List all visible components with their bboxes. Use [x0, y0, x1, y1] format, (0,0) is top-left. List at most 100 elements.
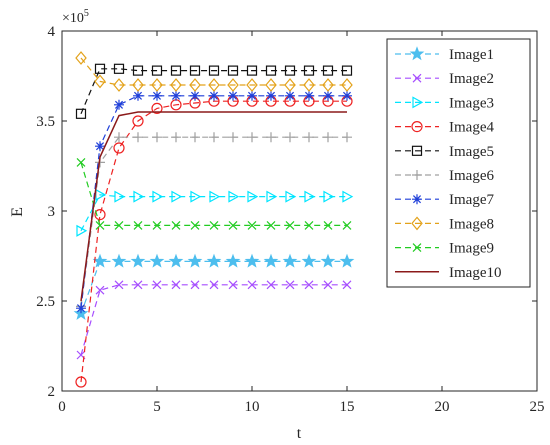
legend-entry: Image1 [395, 46, 494, 63]
data-point [76, 224, 88, 237]
data-point [76, 157, 86, 167]
data-point [208, 78, 220, 92]
data-point [228, 280, 238, 290]
legend: Image1 Image2 Image3 Image4 Image5 Image6 Imag… [386, 38, 531, 288]
legend-marker [409, 46, 425, 61]
legend-entry: Image9 [395, 241, 494, 257]
y-tick-label: 2 [48, 384, 56, 400]
data-point [247, 220, 257, 230]
data-point [247, 190, 259, 203]
data-point [75, 108, 87, 119]
data-point [266, 280, 276, 290]
data-point [133, 220, 143, 230]
legend-marker [411, 216, 423, 231]
data-point [113, 63, 125, 74]
series-image4 [75, 95, 353, 388]
data-point [133, 280, 143, 290]
legend-entry: Image10 [395, 265, 501, 281]
legend-entry: Image6 [395, 168, 494, 184]
data-point [228, 90, 238, 101]
data-point [247, 280, 257, 290]
data-point [339, 253, 355, 268]
legend-label: Image2 [449, 71, 494, 87]
data-point [75, 376, 87, 388]
data-point [209, 280, 219, 290]
y-axis-exponent-power: 5 [84, 8, 89, 19]
data-point [190, 280, 200, 290]
data-point [209, 220, 219, 230]
data-point [323, 132, 333, 143]
legend-marker [412, 96, 424, 109]
data-point [171, 90, 181, 101]
data-point [342, 280, 352, 290]
data-point [190, 190, 202, 203]
data-point [228, 132, 238, 143]
data-point [132, 65, 144, 76]
data-point [130, 253, 146, 268]
series-image7 [76, 90, 352, 314]
data-point [342, 190, 354, 203]
x-tick-label: 5 [153, 399, 161, 415]
data-point [285, 220, 295, 230]
data-point [151, 78, 163, 92]
data-point [114, 99, 124, 110]
data-point [168, 253, 184, 268]
y-tick-label: 4 [48, 24, 56, 40]
data-point [152, 220, 162, 230]
data-point [266, 220, 276, 230]
x-tick-label: 20 [435, 399, 450, 415]
data-point [303, 78, 315, 92]
data-point [225, 253, 241, 268]
data-point [76, 303, 86, 314]
data-point [133, 90, 143, 101]
series-image8 [75, 51, 353, 92]
data-point [171, 132, 181, 143]
series-image9 [76, 157, 352, 230]
data-point [190, 132, 200, 143]
data-point [284, 65, 296, 76]
legend-marker [411, 145, 423, 156]
data-point [263, 253, 279, 268]
data-point [227, 78, 239, 92]
data-point [206, 253, 222, 268]
data-point [304, 190, 316, 203]
data-point [95, 220, 105, 230]
data-point [322, 78, 334, 92]
data-point [320, 253, 336, 268]
data-point [152, 280, 162, 290]
data-point [187, 253, 203, 268]
data-point [170, 65, 182, 76]
legend-label: Image7 [449, 192, 494, 208]
data-point [149, 253, 165, 268]
data-point [189, 65, 201, 76]
data-point [94, 63, 106, 74]
data-point [152, 190, 164, 203]
data-point [133, 132, 143, 143]
data-point [171, 280, 181, 290]
data-point [285, 90, 295, 101]
data-point [111, 253, 127, 268]
x-tick-label: 25 [530, 399, 545, 415]
data-point [114, 132, 124, 143]
data-point [171, 220, 181, 230]
data-point [265, 78, 277, 92]
data-point [285, 132, 295, 143]
series-image2 [76, 280, 352, 360]
data-point [266, 132, 276, 143]
data-point [152, 90, 162, 101]
data-point [342, 220, 352, 230]
data-point [323, 90, 333, 101]
y-tick-label: 2.5 [36, 294, 55, 310]
series-image6 [76, 132, 352, 312]
series-line [80, 57, 347, 86]
x-tick-label: 15 [340, 399, 355, 415]
legend-marker [412, 73, 422, 83]
series-image10 [80, 111, 347, 302]
data-point [266, 190, 278, 203]
data-point [133, 190, 145, 203]
data-point [171, 190, 183, 203]
data-point [95, 141, 105, 152]
series-line [80, 162, 347, 226]
legend-label: Image4 [449, 120, 494, 136]
